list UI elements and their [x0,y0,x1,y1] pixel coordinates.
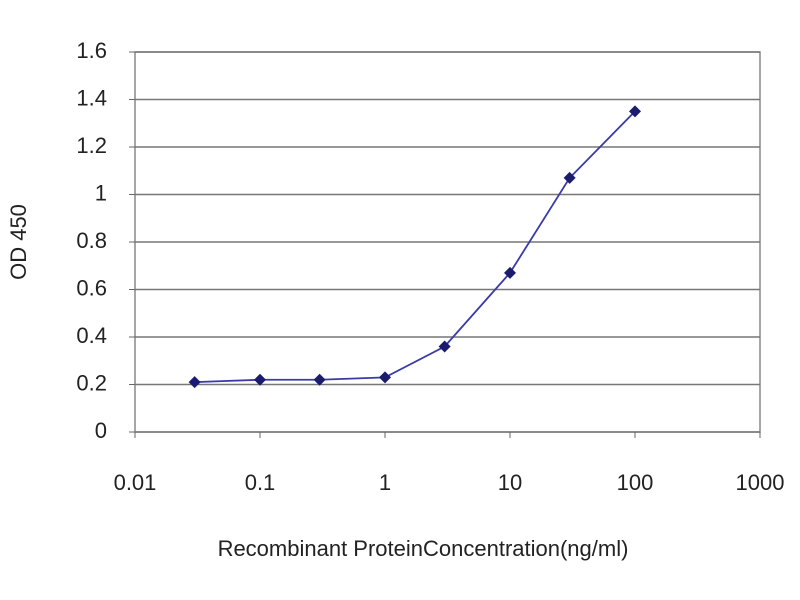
data-point [563,171,576,184]
y-tick-label: 1.4 [76,85,107,110]
x-tick-label: 0.1 [245,470,276,495]
data-point [629,105,641,118]
y-tick-label: 0.8 [76,228,107,253]
x-axis-title: Recombinant ProteinConcentration(ng/ml) [218,536,629,561]
x-tick-label: 1000 [736,470,785,495]
data-point [254,373,266,386]
y-tick-label: 0 [95,418,107,443]
data-point [313,373,326,386]
data-point [188,376,201,389]
data-point [504,266,516,279]
y-axis-title: OD 450 [6,204,31,280]
data-point [379,371,391,384]
x-tick-label: 100 [617,470,654,495]
y-tick-label: 1 [95,180,107,205]
y-tick-label: 1.6 [76,38,107,63]
x-tick-label: 1 [379,470,391,495]
data-point [438,340,451,353]
data-line [194,110,636,384]
y-tick-label: 0.2 [76,370,107,395]
y-tick-label: 0.4 [76,323,107,348]
y-tick-label: 1.2 [76,133,107,158]
y-tick-label: 0.6 [76,275,107,300]
x-tick-label: 10 [498,470,522,495]
x-tick-label: 0.01 [114,470,157,495]
